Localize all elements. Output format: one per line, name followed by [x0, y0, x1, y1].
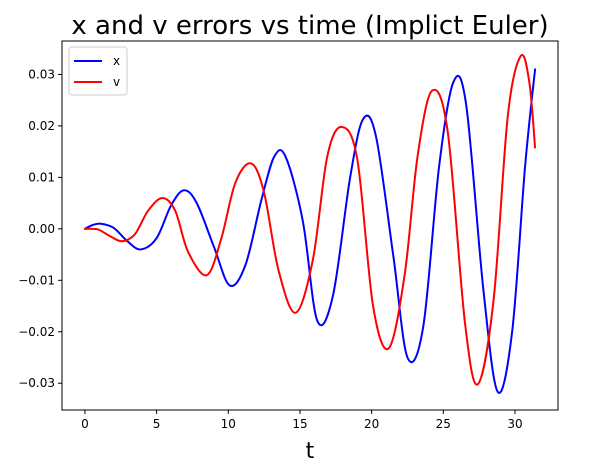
- x-tick-label: 0: [81, 417, 89, 431]
- x-tick-label: 15: [292, 417, 307, 431]
- x-tick-label: 5: [153, 417, 161, 431]
- series-line-v: [83, 53, 537, 386]
- y-tick-label: 0.00: [28, 222, 55, 236]
- y-tick-label: −0.02: [18, 325, 55, 339]
- legend-label-v: v: [113, 75, 120, 89]
- x-tick-label: 25: [436, 417, 451, 431]
- x-tick-label: 20: [364, 417, 379, 431]
- plot-area: [61, 40, 559, 411]
- legend-label-x: x: [113, 54, 120, 68]
- x-axis-label: t: [306, 439, 315, 464]
- legend: xv: [68, 46, 128, 96]
- series-line-x: [83, 68, 537, 394]
- x-tick-label: 10: [221, 417, 236, 431]
- x-axis: 0 5 10 15 20 25 30: [81, 410, 523, 431]
- y-tick-label: 0.02: [28, 119, 55, 133]
- y-axis: −0.03 −0.02 −0.01 0.00 0.01 0.02 0.03: [18, 67, 62, 390]
- chart-title: x and v errors vs time (Implict Euler): [71, 11, 548, 41]
- x-tick-label: 30: [507, 417, 522, 431]
- y-tick-label: −0.03: [18, 376, 55, 390]
- y-tick-label: 0.01: [28, 170, 55, 184]
- y-tick-label: −0.01: [18, 273, 55, 287]
- y-tick-label: 0.03: [28, 67, 55, 81]
- series-layer: [83, 53, 537, 394]
